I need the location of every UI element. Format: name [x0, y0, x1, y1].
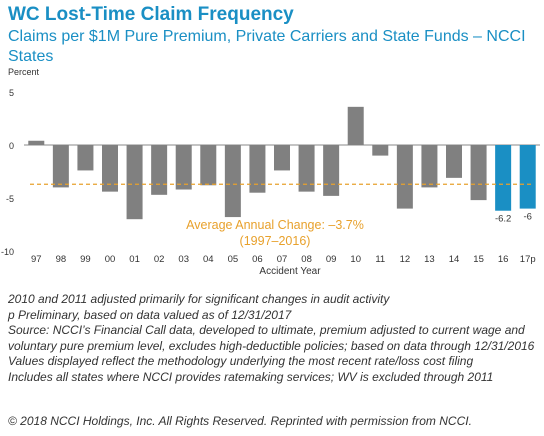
x-tick-label: 09 — [326, 254, 337, 265]
footnote-methodology: Values displayed reflect the methodology… — [8, 354, 474, 368]
data-label: -6.2 — [495, 214, 511, 225]
y-tick-label: -5 — [6, 194, 14, 204]
x-tick-label: 06 — [252, 254, 263, 265]
x-tick-label: 11 — [375, 254, 385, 265]
bar-02 — [151, 145, 168, 195]
data-label: -6 — [523, 212, 531, 223]
x-tick-label: 14 — [449, 254, 460, 265]
bar-09 — [323, 145, 340, 196]
x-tick-label: 17p — [520, 254, 536, 265]
chart-area: Percent 5 0 -5 -10 Average Annual Change: –… — [1, 67, 540, 277]
footnote-preliminary: p Preliminary, based on data valued as o… — [8, 307, 292, 322]
x-tick-label: 13 — [424, 254, 435, 265]
bar-03 — [175, 145, 192, 190]
bar-08 — [298, 145, 315, 192]
average-label: Average Annual Change: –3.7% — [186, 218, 364, 232]
bar-17p — [519, 145, 536, 209]
chart-title: WC Lost-Time Claim Frequency — [8, 4, 294, 25]
x-tick-label: 07 — [277, 254, 288, 265]
x-tick-label: 16 — [498, 254, 509, 265]
x-axis-label: Accident Year — [259, 266, 321, 277]
x-tick-label: 97 — [31, 254, 42, 265]
bar-97 — [28, 140, 45, 145]
bar-chart: Percent 5 0 -5 -10 Average Annual Change: –… — [1, 67, 540, 277]
bar-12 — [396, 145, 413, 209]
x-tick-label: 02 — [154, 254, 165, 265]
y-tick-label: -10 — [1, 247, 14, 257]
bar-06 — [249, 145, 266, 193]
bar-13 — [421, 145, 438, 188]
x-tick-label: 04 — [203, 254, 214, 265]
footnote-states: Includes all states where NCCI provides … — [8, 369, 494, 384]
bar-98 — [52, 145, 69, 188]
bar-14 — [446, 145, 462, 178]
bar-04 — [200, 145, 217, 186]
bar-99 — [77, 145, 94, 171]
x-tick-label: 03 — [178, 254, 189, 265]
bar-10 — [347, 106, 364, 145]
average-period-label: (1997–2016) — [240, 234, 311, 248]
x-tick-label: 05 — [228, 254, 239, 265]
footnote-source: Source: NCCI’s Financial Call data, deve… — [8, 323, 535, 353]
x-tick-label: 00 — [105, 254, 116, 265]
y-tick-label: 5 — [9, 88, 14, 98]
bar-01 — [126, 145, 143, 220]
footnotes: 2010 and 2011 adjusted primarily for sig… — [8, 292, 540, 385]
x-tick-label: 12 — [400, 254, 411, 265]
footnote-audit: 2010 and 2011 adjusted primarily for sig… — [8, 292, 390, 306]
x-tick-label: 01 — [129, 254, 140, 265]
bar-07 — [274, 145, 290, 171]
y-tick-label: 0 — [9, 141, 14, 151]
copyright-notice: © 2018 NCCI Holdings, Inc. All Rights Re… — [8, 414, 472, 428]
bar-16 — [495, 145, 512, 211]
x-tick-label: 98 — [56, 254, 67, 265]
y-axis-label: Percent — [8, 67, 40, 77]
bar-11 — [372, 145, 389, 156]
x-tick-label: 15 — [473, 254, 484, 265]
bar-05 — [224, 145, 241, 218]
bar-00 — [102, 145, 118, 192]
chart-subtitle: Claims per $1M Pure Premium, Private Car… — [8, 28, 526, 65]
x-tick-label: 08 — [301, 254, 312, 265]
x-tick-label: 99 — [80, 254, 91, 265]
x-tick-label: 10 — [350, 254, 361, 265]
bar-15 — [470, 145, 487, 201]
